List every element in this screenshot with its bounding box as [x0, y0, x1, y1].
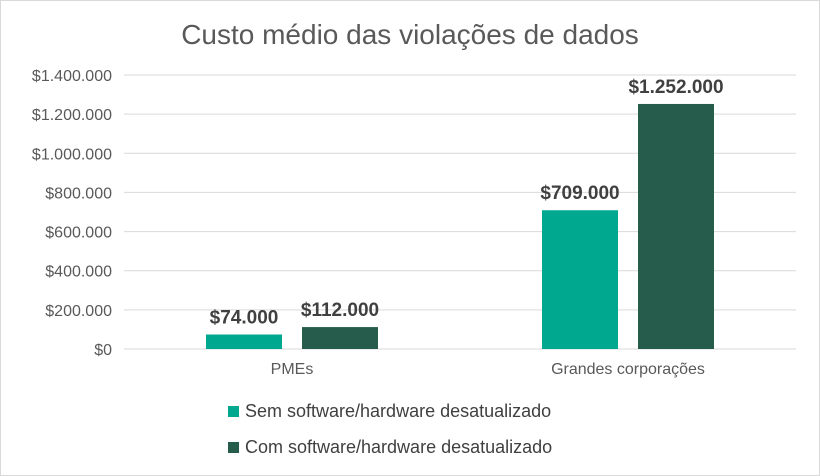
category-label: Grandes corporações [551, 361, 705, 378]
bars [206, 103, 714, 349]
data-label: $709.000 [540, 183, 619, 204]
y-tick-label: $1.400.000 [32, 68, 112, 85]
y-tick-label: $0 [94, 342, 112, 359]
y-tick-label: $200.000 [45, 303, 112, 320]
data-label: $112.000 [301, 300, 379, 321]
chart-title: Custo médio das violações de dados [181, 19, 639, 50]
legend-swatch [228, 406, 239, 417]
bar [206, 334, 282, 349]
legend-label: Com software/hardware desatualizado [245, 437, 552, 457]
legend-swatch [228, 442, 239, 453]
y-tick-label: $800.000 [45, 185, 112, 202]
legend-label: Sem software/hardware desatualizado [245, 401, 551, 421]
bar [638, 103, 714, 349]
data-label: $74.000 [210, 308, 279, 329]
category-label: PMEs [271, 361, 314, 378]
y-tick-label: $1.000.000 [32, 146, 112, 163]
y-tick-label: $600.000 [45, 225, 112, 242]
bar [302, 327, 378, 349]
bar [542, 210, 618, 349]
data-labels: $74.000 $112.000 $709.000 $1.252.000 [210, 77, 724, 329]
legend: Sem software/hardware desatualizado Com s… [228, 401, 552, 457]
x-axis-categories: PMEs Grandes corporações [271, 361, 705, 378]
y-axis-ticks: $0 $200.000 $400.000 $600.000 $800.000 $1.000… [32, 68, 112, 359]
y-tick-label: $400.000 [45, 264, 112, 281]
y-tick-label: $1.200.000 [32, 107, 112, 124]
data-label: $1.252.000 [628, 77, 723, 98]
